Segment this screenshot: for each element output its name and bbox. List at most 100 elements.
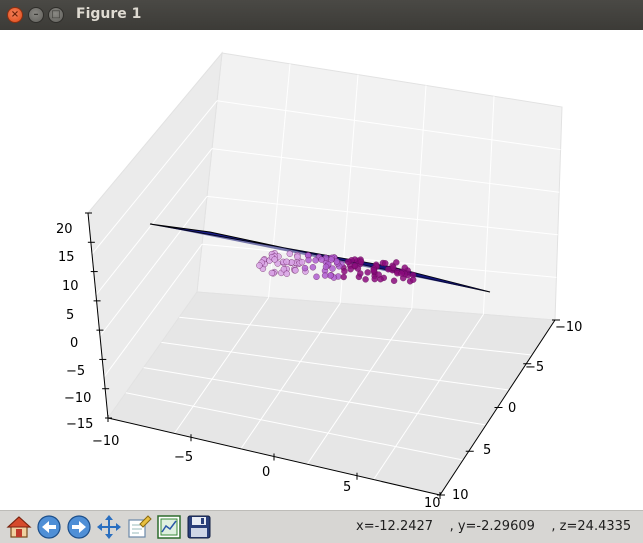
scatter-point <box>318 256 325 263</box>
move-arrows-icon <box>97 515 121 539</box>
grid-lines <box>91 63 561 480</box>
z-tick-label: −15 <box>66 417 93 432</box>
z-tick-label: 15 <box>58 250 75 265</box>
scatter-point <box>268 269 276 277</box>
scatter-point <box>309 264 317 271</box>
grid-line <box>179 316 533 356</box>
3d-axes[interactable]: 20 15 10 5 0 −5 −10 −15 −10 −5 0 5 10 −1… <box>0 30 643 510</box>
y-tick-label: −10 <box>555 320 582 335</box>
z-tick-label: 20 <box>56 222 73 237</box>
minimize-window-button[interactable]: – <box>28 7 44 23</box>
save-button[interactable] <box>186 514 212 540</box>
grid-line <box>411 85 427 309</box>
scatter-point <box>292 267 299 274</box>
y-tick-label: 10 <box>452 488 469 503</box>
scatter-point <box>347 265 354 273</box>
arrow-left-icon <box>37 515 61 539</box>
scatter-point <box>370 267 377 274</box>
forward-button[interactable] <box>66 514 92 540</box>
zoom-button[interactable] <box>126 514 152 540</box>
zoom-rect-icon <box>128 515 152 538</box>
title-bar[interactable]: × – □ Figure 1 <box>0 0 643 31</box>
scatter-point <box>341 268 348 275</box>
z-tick-label: 0 <box>70 336 78 351</box>
coord-y: , y=-2.29609 <box>449 519 535 534</box>
scatter-point <box>312 257 319 264</box>
plot-canvas[interactable]: 20 15 10 5 0 −5 −10 −15 −10 −5 0 5 10 −1… <box>0 30 643 510</box>
scatter-point <box>286 250 293 257</box>
grid-line <box>211 148 560 193</box>
scatter-point <box>328 256 335 263</box>
y-tick-label: −5 <box>525 360 544 375</box>
scatter-point <box>301 264 309 272</box>
grid-line <box>125 392 464 461</box>
scatter-point <box>357 270 364 277</box>
axis-ticks <box>85 212 560 499</box>
z-tick-label: 5 <box>66 308 74 323</box>
scatter-point <box>329 265 336 272</box>
grid-line <box>173 297 270 434</box>
coord-x: x=-12.2427 <box>356 519 434 534</box>
scatter-point <box>351 262 359 269</box>
cursor-coordinates: x=-12.2427 , y=-2.29609 , z=24.4335 <box>356 519 631 534</box>
scatter-point <box>305 256 312 264</box>
subplots-config-icon <box>157 515 181 539</box>
arrow-right-icon <box>67 515 91 539</box>
z-axis-line <box>87 212 109 419</box>
scatter-point <box>362 276 369 283</box>
z-tick-label: −5 <box>66 364 85 379</box>
x-tick-label: −10 <box>92 434 119 449</box>
grid-line <box>95 148 213 296</box>
grid-line <box>161 341 510 391</box>
scatter-point <box>393 259 400 266</box>
grid-line <box>240 302 341 450</box>
scatter-point <box>322 263 330 271</box>
window-title: Figure 1 <box>76 6 142 22</box>
grid-line <box>143 367 487 426</box>
x-tick-label: 5 <box>343 480 351 495</box>
scatter-point <box>321 272 329 279</box>
scatter-point <box>344 258 352 266</box>
scatter-point <box>364 269 371 276</box>
scatter-point <box>382 260 389 267</box>
grid-line <box>206 195 558 236</box>
y-tick-label: 0 <box>508 401 516 416</box>
scatter-point <box>298 258 306 266</box>
home-button[interactable] <box>6 514 32 540</box>
scatter-point <box>256 262 263 269</box>
x-tick-label: 10 <box>424 496 441 510</box>
scatter-point <box>294 253 301 261</box>
z-tick-label: −10 <box>64 391 91 406</box>
scatter-point <box>271 256 278 263</box>
scatter-point <box>313 273 320 281</box>
scatter-point <box>398 270 405 277</box>
scatter-point <box>357 258 365 265</box>
home-icon <box>6 516 32 538</box>
grid-line <box>201 243 557 278</box>
back-button[interactable] <box>36 514 62 540</box>
y-tick-label: 5 <box>483 443 491 458</box>
scatter-point <box>390 264 397 271</box>
grid-line <box>482 96 495 315</box>
scatter-point <box>390 277 398 285</box>
z-tick-label: 10 <box>62 279 79 294</box>
scatter-point <box>340 273 347 281</box>
scatter-points <box>256 249 417 285</box>
maximize-window-button[interactable]: □ <box>48 7 64 23</box>
scatter-point <box>375 271 382 278</box>
pan-button[interactable] <box>96 514 122 540</box>
grid-line <box>306 308 413 465</box>
scatter-point <box>283 258 290 266</box>
x-tick-label: −5 <box>174 450 193 465</box>
grid-line <box>103 243 203 378</box>
maximize-icon: □ <box>51 9 61 20</box>
navigation-toolbar: x=-12.2427 , y=-2.29609 , z=24.4335 <box>0 510 643 543</box>
grid-line <box>216 100 561 151</box>
close-window-button[interactable]: × <box>7 7 23 23</box>
scatter-point <box>333 258 340 265</box>
grid-line <box>99 196 208 337</box>
scatter-point <box>280 266 288 273</box>
subplots-button[interactable] <box>156 514 182 540</box>
minimize-icon: – <box>33 9 39 20</box>
